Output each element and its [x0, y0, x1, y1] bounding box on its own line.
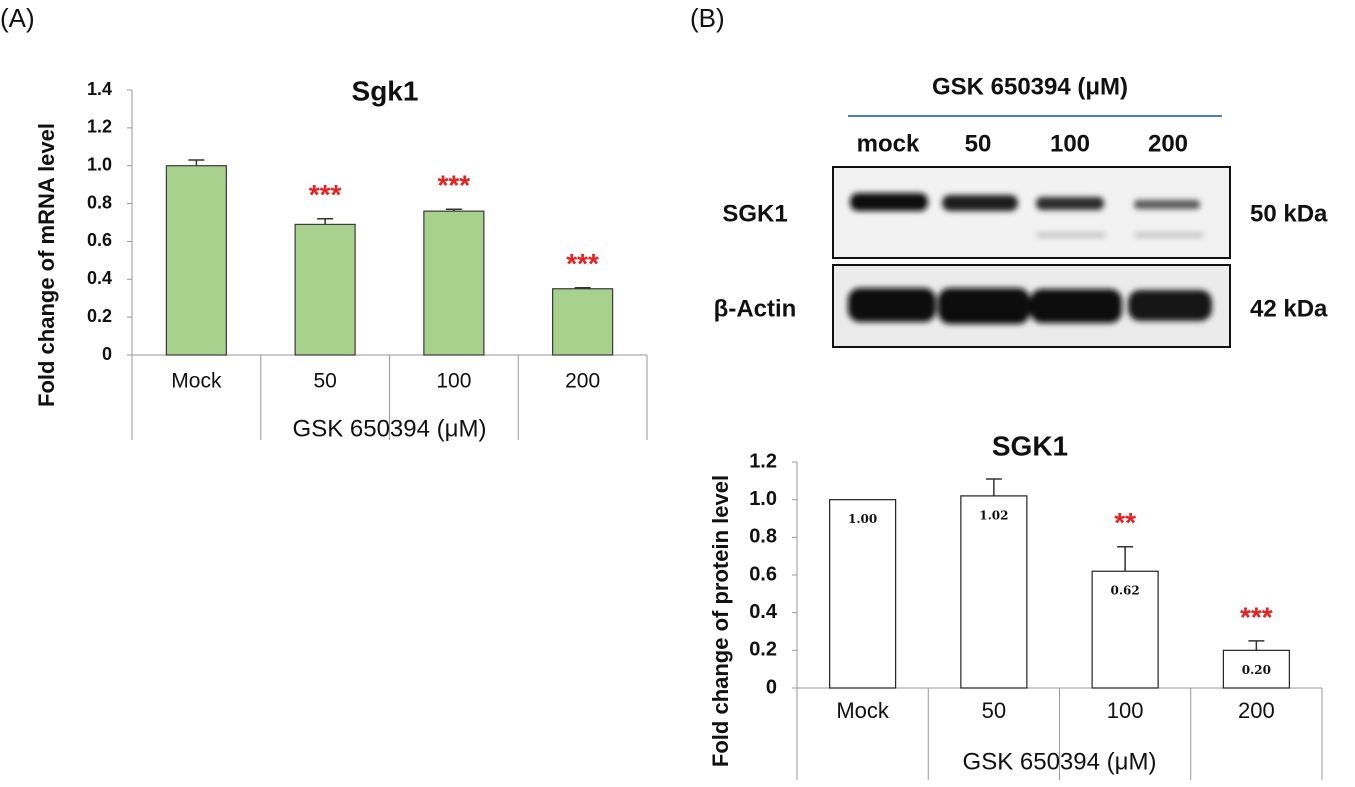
panel-label: (B): [690, 3, 725, 33]
chart-title: Sgk1: [352, 75, 419, 106]
significance-marker: ***: [1240, 601, 1273, 632]
x-tick-label: 50: [313, 370, 336, 393]
lane-label: 50: [965, 130, 992, 157]
bar: [294, 223, 356, 356]
value-label: 0.20: [1242, 663, 1271, 677]
value-label: 0.62: [1111, 584, 1140, 598]
x-tick-label: 200: [565, 370, 600, 393]
y-axis-label: Fold change of mRNA level: [34, 123, 59, 407]
significance-marker: ***: [566, 248, 599, 279]
bar: [960, 495, 1028, 689]
y-tick-label: 1.2: [87, 117, 112, 137]
blot-box: [832, 166, 1231, 259]
y-tick-label: 0.4: [749, 601, 778, 623]
lane-label: mock: [857, 130, 920, 157]
significance-marker: **: [1114, 507, 1136, 538]
y-tick-label: 1.4: [87, 79, 112, 99]
bar: [423, 210, 485, 356]
y-tick-label: 0: [766, 676, 777, 698]
y-tick-label: 0.8: [87, 192, 112, 212]
blot-size: 42 kDa: [1250, 295, 1328, 322]
y-tick-label: 0.2: [749, 639, 777, 661]
bar: [1091, 570, 1159, 689]
x-tick-label: Mock: [171, 370, 222, 393]
y-tick-label: 0.8: [749, 526, 777, 548]
significance-marker: ***: [309, 179, 342, 210]
x-tick-label: 100: [436, 370, 471, 393]
y-tick-label: 0.6: [749, 563, 777, 585]
y-axis-label: Fold change of protein level: [708, 475, 733, 767]
value-label: 1.02: [979, 508, 1008, 522]
y-tick-label: 1.2: [749, 450, 777, 472]
blot-row-label: β-Actin: [714, 295, 797, 322]
x-tick-label: 100: [1107, 698, 1144, 723]
y-tick-label: 0.4: [87, 268, 112, 288]
bands: [848, 193, 1212, 324]
y-tick-label: 0: [102, 344, 112, 364]
x-tick-label: 200: [1238, 698, 1275, 723]
y-tick-label: 0.6: [87, 230, 112, 250]
y-tick-label: 1.0: [87, 154, 112, 174]
blot-row-label: SGK1: [722, 200, 787, 227]
lane-label: 200: [1148, 130, 1188, 157]
chart-title: SGK1: [992, 430, 1068, 461]
bar: [1222, 649, 1290, 689]
bar: [829, 499, 897, 689]
bar: [552, 288, 614, 356]
y-tick-label: 1.0: [749, 488, 777, 510]
panel-label: (A): [0, 3, 35, 33]
lane-label: 100: [1050, 130, 1090, 157]
blot-treatment: GSK 650394 (μM): [932, 73, 1128, 100]
x-tick-label: Mock: [836, 698, 890, 723]
y-tick-label: 0.2: [87, 306, 112, 326]
blot-size: 50 kDa: [1250, 200, 1328, 227]
value-label: 1.00: [848, 512, 877, 526]
significance-marker: ***: [438, 170, 471, 201]
bar: [165, 165, 227, 356]
x-tick-label: 50: [982, 698, 1006, 723]
